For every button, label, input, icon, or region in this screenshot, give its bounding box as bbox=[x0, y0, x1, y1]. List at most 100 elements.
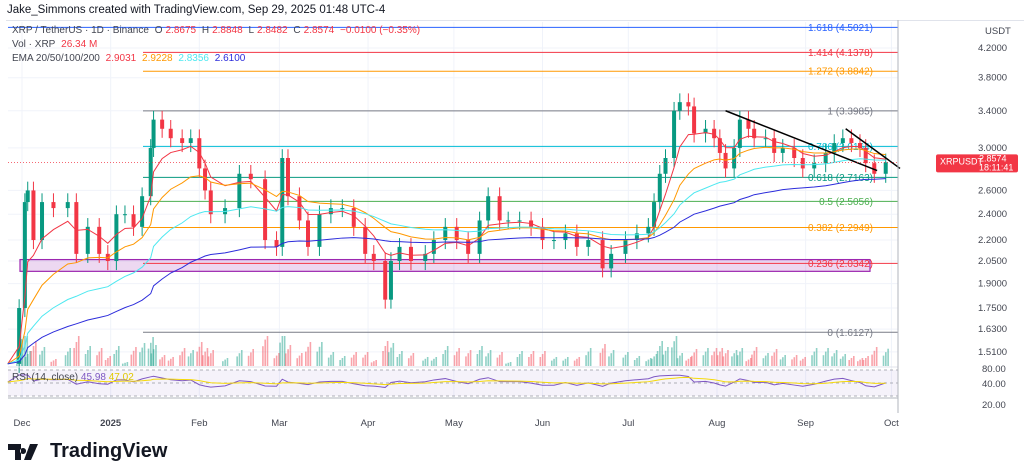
volume-label[interactable]: Vol · XRP bbox=[12, 39, 56, 50]
low-label: L bbox=[248, 25, 255, 36]
volume-bar bbox=[647, 359, 650, 366]
volume-bar bbox=[353, 354, 355, 366]
rsi-label[interactable]: RSI (14, close) bbox=[12, 372, 79, 383]
candle-body bbox=[148, 147, 153, 197]
volume-bar bbox=[152, 349, 155, 366]
volume-bar bbox=[281, 336, 284, 366]
volume-bar bbox=[887, 348, 889, 366]
volume-bar bbox=[715, 348, 718, 366]
price-axis-tick: 2.2000 bbox=[978, 235, 1007, 246]
candle-body bbox=[763, 138, 768, 140]
volume-bar bbox=[612, 350, 615, 366]
candle-body bbox=[285, 158, 290, 197]
volume-bar bbox=[587, 351, 590, 366]
candle-body bbox=[306, 220, 310, 247]
symbol-label[interactable]: XRP / TetherUS · 1D · Binance bbox=[12, 25, 149, 36]
candle-body bbox=[772, 138, 777, 153]
volume-bar bbox=[238, 353, 241, 366]
volume-bar bbox=[873, 350, 876, 366]
ema50-line bbox=[7, 146, 886, 365]
candle-body bbox=[712, 128, 717, 139]
volume-bar bbox=[467, 353, 470, 366]
volume-bar bbox=[150, 353, 153, 366]
volume-bar bbox=[252, 349, 254, 366]
volume-bar bbox=[875, 347, 878, 366]
volume-bar bbox=[386, 341, 389, 366]
tradingview-logo[interactable]: TradingView bbox=[8, 440, 167, 463]
volume-bar bbox=[453, 355, 456, 366]
price-axis-tick: 1.9000 bbox=[978, 279, 1007, 290]
volume-bar bbox=[601, 348, 604, 366]
volume-bar bbox=[64, 355, 67, 366]
volume-bar bbox=[126, 362, 129, 366]
rsi-value: 45.98 bbox=[80, 372, 106, 383]
candle-body bbox=[466, 240, 471, 254]
volume-bar bbox=[573, 360, 576, 366]
candle-body bbox=[600, 240, 605, 269]
rsi-ma-line bbox=[7, 376, 886, 386]
change-value: −0.0100 (−0.35%) bbox=[340, 25, 421, 36]
candle-body bbox=[780, 147, 785, 153]
volume-bar bbox=[67, 351, 69, 366]
volume-bar bbox=[96, 355, 98, 366]
volume-bar bbox=[327, 357, 330, 366]
volume-bar bbox=[29, 351, 31, 366]
volume-bar bbox=[793, 357, 796, 366]
volume-bar bbox=[398, 354, 401, 366]
volume-bar bbox=[507, 362, 510, 366]
volume-bar bbox=[775, 349, 778, 366]
candle-body bbox=[506, 220, 511, 222]
fib-level-label: 0.5 (2.5056) bbox=[819, 197, 873, 208]
fib-level-label: 1.414 (4.1378) bbox=[808, 48, 873, 59]
volume-bar bbox=[318, 346, 321, 366]
volume-bar bbox=[152, 337, 154, 366]
volume-bar bbox=[278, 353, 280, 366]
candle-body bbox=[140, 196, 145, 227]
volume-bar bbox=[150, 342, 152, 366]
volume-bar bbox=[685, 360, 687, 366]
price-axis-tick: 1.6300 bbox=[978, 324, 1007, 335]
rsi-axis-tick: 40.00 bbox=[982, 379, 1006, 390]
volume-bar bbox=[842, 356, 844, 366]
volume-bar bbox=[550, 360, 553, 366]
volume-bar bbox=[301, 353, 303, 366]
volume-bar bbox=[661, 341, 663, 366]
ema20-line bbox=[7, 132, 886, 365]
volume-bar bbox=[298, 355, 301, 366]
volume-bar bbox=[767, 353, 769, 366]
time-axis-tick: Feb bbox=[191, 418, 207, 429]
volume-bar bbox=[147, 348, 150, 366]
time-axis-tick: Apr bbox=[361, 418, 376, 429]
volume-bar bbox=[693, 352, 695, 366]
volume-bar bbox=[850, 358, 853, 366]
volume-bar bbox=[198, 346, 201, 366]
volume-bar bbox=[73, 348, 75, 366]
volume-bar bbox=[689, 357, 692, 366]
volume-bar bbox=[32, 346, 35, 366]
volume-bar bbox=[853, 356, 855, 366]
volume-bar bbox=[779, 359, 782, 366]
volume-bar bbox=[804, 357, 806, 366]
ema-label[interactable]: EMA 20/50/100/200 bbox=[12, 53, 100, 64]
price-axis-tick: 2.0500 bbox=[978, 256, 1007, 267]
candle-body bbox=[863, 147, 868, 164]
volume-bar bbox=[719, 351, 721, 366]
volume-bar bbox=[210, 353, 212, 366]
rsi-legend: RSI (14, close) 45.98 47.02 bbox=[12, 372, 134, 383]
volume-bar bbox=[555, 357, 558, 366]
volume-value: 26.34 M bbox=[61, 39, 98, 50]
rsi-axis-tick: 80.00 bbox=[982, 364, 1006, 375]
candle-body bbox=[328, 208, 333, 215]
volume-bar bbox=[430, 360, 433, 366]
candle-body bbox=[686, 102, 691, 107]
volume-bar bbox=[771, 355, 773, 366]
volume-bar bbox=[262, 346, 264, 366]
volume-bar bbox=[848, 360, 850, 366]
volume-bar bbox=[55, 359, 57, 366]
ema200-line bbox=[7, 178, 886, 365]
volume-bar bbox=[498, 354, 501, 366]
volume-bar bbox=[553, 358, 555, 366]
volume-bar bbox=[39, 354, 41, 366]
volume-bar bbox=[604, 344, 606, 366]
